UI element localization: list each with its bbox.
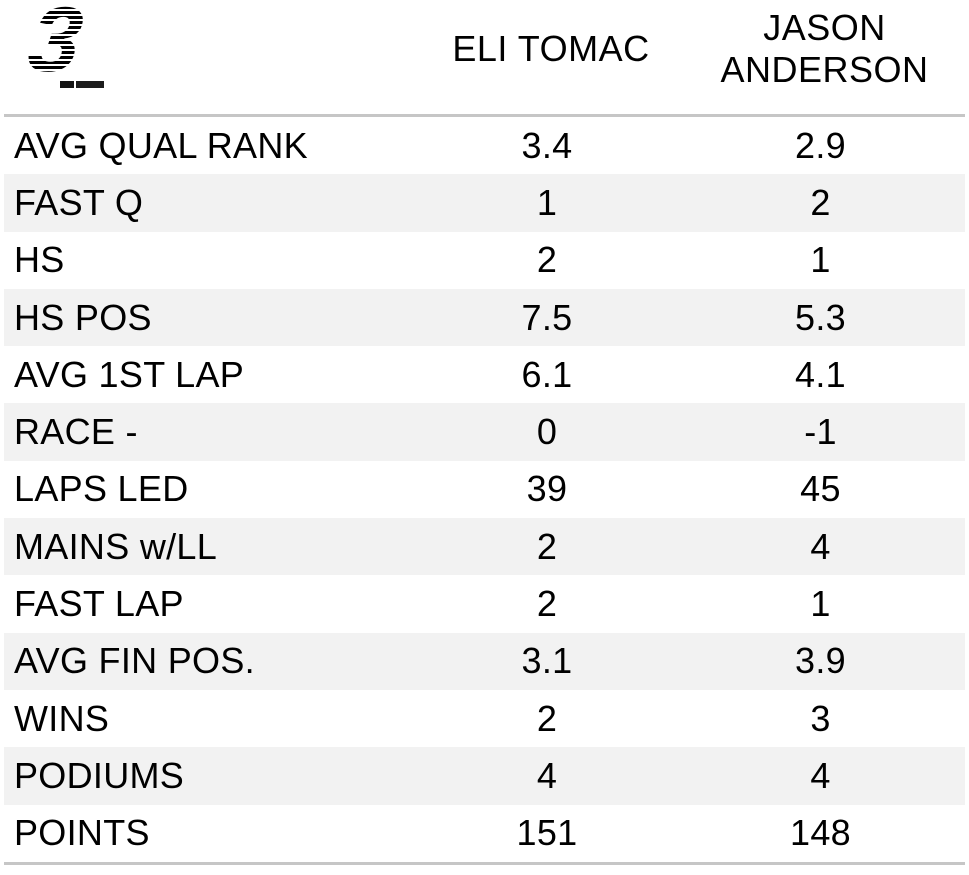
- striped-three-logo-icon: 3: [22, 0, 89, 91]
- stat-value-anderson: 2.9: [795, 124, 846, 166]
- stat-label: HS: [14, 239, 65, 281]
- logo: 3: [22, 0, 118, 98]
- stat-value-anderson: 45: [800, 468, 841, 510]
- stat-label: POINTS: [14, 812, 150, 854]
- table-row-fast-q: FAST Q 1 2: [4, 174, 965, 232]
- stat-label: LAPS LED: [14, 468, 189, 510]
- stat-label: AVG FIN POS.: [14, 640, 255, 682]
- stat-value-tomac: 0: [536, 411, 558, 453]
- table-row-points: POINTS 151 148: [4, 804, 965, 862]
- table-header: 3 ELI TOMAC JASON ANDERSON: [4, 0, 965, 92]
- stat-label: WINS: [14, 697, 110, 739]
- table-row-avg-qual-rank: AVG QUAL RANK 3.4 2.9: [4, 117, 965, 175]
- table-row-race-diff: RACE - 0 -1: [4, 403, 965, 461]
- stat-value-anderson: 1: [810, 583, 831, 625]
- table-row-wins: WINS 2 3: [4, 689, 965, 748]
- table-row-fast-lap: FAST LAP 2 1: [4, 575, 965, 633]
- table-row-podiums: PODIUMS 4 4: [4, 747, 965, 805]
- stat-value-anderson: 4.1: [795, 353, 846, 395]
- stat-value-anderson: 4: [810, 754, 831, 796]
- stat-value-tomac: 2: [536, 239, 558, 281]
- stats-comparison-card: 3 ELI TOMAC JASON ANDERSON AVG QUAL RANK…: [4, 0, 965, 865]
- stat-value-anderson: -1: [804, 411, 837, 453]
- stat-value-tomac: 2: [536, 583, 558, 625]
- stat-value-anderson: 4: [810, 525, 831, 567]
- stat-value-tomac: 2: [536, 697, 558, 739]
- column-header-jason-anderson: JASON ANDERSON: [720, 6, 929, 90]
- stat-value-tomac: 7.5: [521, 296, 573, 338]
- stat-value-anderson: 2: [810, 181, 831, 223]
- stat-label: MAINS w/LL: [14, 525, 218, 567]
- stat-label: FAST Q: [14, 181, 144, 223]
- stat-value-tomac: 3.4: [521, 124, 573, 166]
- column-header-eli-tomac: ELI TOMAC: [452, 27, 650, 69]
- stats-table: AVG QUAL RANK 3.4 2.9 FAST Q 1 2 HS 2 1 …: [4, 114, 965, 865]
- stat-label: HS POS: [14, 296, 152, 338]
- stat-label: AVG QUAL RANK: [14, 124, 308, 166]
- stat-label: PODIUMS: [14, 754, 185, 796]
- stat-value-anderson: 5.3: [795, 296, 846, 338]
- stat-value-tomac: 1: [536, 181, 558, 223]
- stat-value-tomac: 4: [536, 754, 558, 796]
- stat-value-anderson: 148: [790, 812, 851, 854]
- stat-value-anderson: 3: [810, 697, 831, 739]
- logo-wordmark: [60, 81, 104, 88]
- stat-value-tomac: 2: [536, 525, 558, 567]
- stat-label: RACE -: [14, 411, 138, 453]
- stat-value-tomac: 151: [516, 812, 578, 854]
- stat-value-anderson: 3.9: [795, 640, 846, 682]
- table-row-mains-with-ll: MAINS w/LL 2 4: [4, 518, 965, 576]
- stat-value-tomac: 39: [526, 468, 568, 510]
- table-row-avg-fin-pos: AVG FIN POS. 3.1 3.9: [4, 632, 965, 690]
- stat-label: AVG 1ST LAP: [14, 353, 245, 395]
- table-row-laps-led: LAPS LED 39 45: [4, 460, 965, 519]
- stat-value-tomac: 6.1: [521, 353, 573, 395]
- stat-label: FAST LAP: [14, 583, 184, 625]
- table-row-avg-1st-lap: AVG 1ST LAP 6.1 4.1: [4, 346, 965, 404]
- stat-value-tomac: 3.1: [521, 640, 573, 682]
- table-row-hs: HS 2 1: [4, 231, 965, 289]
- stat-value-anderson: 1: [810, 239, 831, 281]
- table-row-hs-pos: HS POS 7.5 5.3: [4, 288, 965, 347]
